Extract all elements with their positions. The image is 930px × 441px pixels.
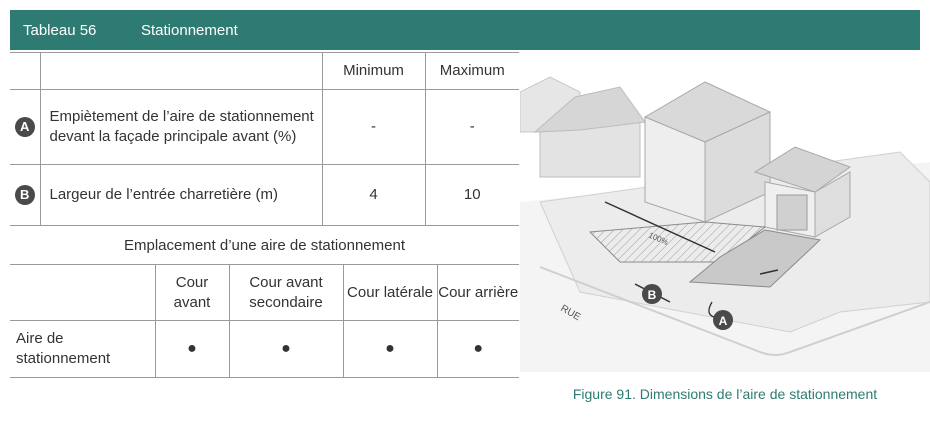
marker-b-circle xyxy=(642,284,662,304)
header-minimum: Minimum xyxy=(321,52,425,90)
table-header-row: Minimum Maximum xyxy=(10,52,519,90)
row-maximum: 10 xyxy=(424,164,519,226)
dimension-line-a xyxy=(759,269,779,275)
header-cell-empty-1 xyxy=(10,52,40,90)
row-label: Aire de stationnement xyxy=(10,320,155,378)
garage-side xyxy=(814,171,851,238)
table-row: B Largeur de l’entrée charretière (m) 4 … xyxy=(10,164,519,226)
table-row: Aire de stationnement ● ● ● ● xyxy=(10,320,519,378)
dimension-line-100 xyxy=(604,201,716,253)
street-curb xyxy=(539,266,930,356)
row-maximum: - xyxy=(424,89,519,165)
allowed-dot: ● xyxy=(228,320,343,378)
header-cell-empty-2 xyxy=(39,52,322,90)
table-number: Tableau 56 xyxy=(23,21,97,39)
parking-area-driveway xyxy=(688,229,822,288)
marker-cell: A xyxy=(10,89,40,165)
row-minimum: - xyxy=(321,89,425,165)
header-maximum: Maximum xyxy=(424,52,519,90)
marker-b-label: B xyxy=(648,288,657,302)
table-header: Tableau 56 Stationnement xyxy=(10,10,920,50)
allowed-dot: ● xyxy=(154,320,229,378)
header-cour-arriere: Cour arrière xyxy=(436,265,519,321)
garage-roof xyxy=(753,146,852,193)
table-title: Stationnement xyxy=(141,21,238,39)
row-minimum: 4 xyxy=(321,164,425,226)
marker-a-arrow xyxy=(708,301,715,318)
garage-door xyxy=(776,194,808,231)
marker-cell: B xyxy=(10,164,40,226)
header-cour-laterale: Cour latérale xyxy=(342,265,437,321)
row-label: Empiètement de l’aire de stationnement d… xyxy=(39,89,322,165)
header-cell-empty xyxy=(10,265,155,321)
header-cour-avant-secondaire: Cour avant secondaire xyxy=(228,265,343,321)
figure-caption: Figure 91. Dimensions de l’aire de stati… xyxy=(572,386,878,402)
header-cour-avant: Cour avant xyxy=(154,265,229,321)
row-label: Largeur de l’entrée charretière (m) xyxy=(39,164,322,226)
allowed-dot: ● xyxy=(436,320,519,378)
neighbor-roof xyxy=(533,86,646,133)
parking-dimensions-table: Minimum Maximum A Empiètement de l’aire … xyxy=(10,52,519,226)
tables-container: Minimum Maximum A Empiètement de l’aire … xyxy=(10,52,519,378)
parking-location-table: Cour avant Cour avant secondaire Cour la… xyxy=(10,265,519,378)
allowed-dot: ● xyxy=(342,320,437,378)
marker-a-circle xyxy=(713,310,733,330)
table-row: A Empiètement de l’aire de stationnement… xyxy=(10,89,519,165)
table-header-row: Cour avant Cour avant secondaire Cour la… xyxy=(10,265,519,321)
marker-b-icon: B xyxy=(14,185,35,205)
section-title: Emplacement d’une aire de stationnement xyxy=(10,226,519,265)
marker-a-label: A xyxy=(719,314,728,328)
marker-a-icon: A xyxy=(14,117,35,137)
parking-illustration: 100% RUE B A xyxy=(520,76,930,372)
